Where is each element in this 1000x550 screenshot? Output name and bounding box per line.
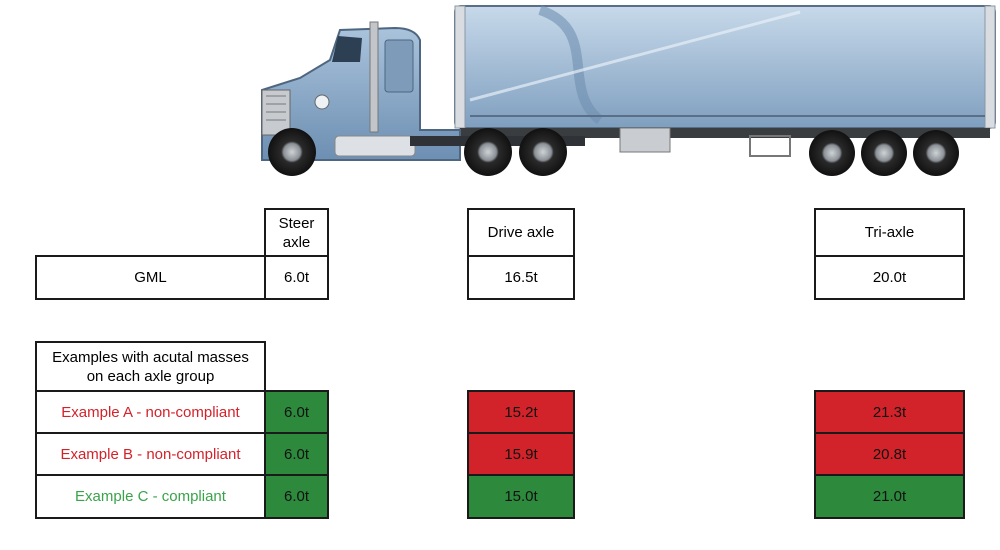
example-a-label: Example A - non-compliant: [35, 390, 266, 434]
gml-tri-value: 20.0t: [814, 255, 965, 300]
tri-axle-header: Tri-axle: [814, 208, 965, 257]
example-b-steer-value: 6.0t: [264, 432, 329, 476]
example-b-drive-value: 15.9t: [467, 432, 575, 476]
example-c-tri-value: 21.0t: [814, 474, 965, 519]
example-c-steer-value: 6.0t: [264, 474, 329, 519]
example-b-tri-value: 20.8t: [814, 432, 965, 476]
semi-trailer-truck-icon: [261, 5, 996, 176]
example-a-steer-value: 6.0t: [264, 390, 329, 434]
gml-drive-value: 16.5t: [467, 255, 575, 300]
gml-steer-value: 6.0t: [264, 255, 329, 300]
examples-header: Examples with acutal masses on each axle…: [35, 341, 266, 392]
drive-axle-header: Drive axle: [467, 208, 575, 257]
example-b-label: Example B - non-compliant: [35, 432, 266, 476]
example-c-drive-value: 15.0t: [467, 474, 575, 519]
example-a-drive-value: 15.2t: [467, 390, 575, 434]
steer-axle-header: Steer axle: [264, 208, 329, 257]
example-c-label: Example C - compliant: [35, 474, 266, 519]
example-a-tri-value: 21.3t: [814, 390, 965, 434]
gml-label: GML: [35, 255, 266, 300]
